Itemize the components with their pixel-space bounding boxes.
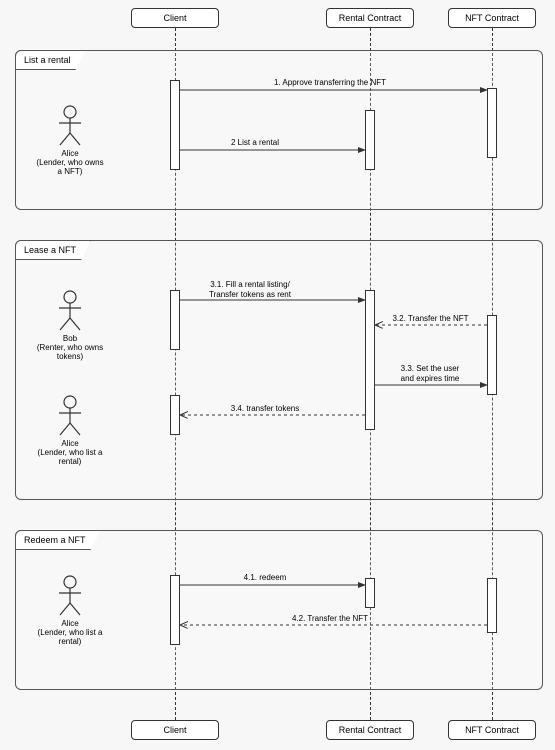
label-m31: 3.1. Fill a rental listing/Transfer toke… bbox=[185, 280, 315, 299]
stick-figure-icon bbox=[55, 290, 85, 332]
stick-figure-icon bbox=[55, 105, 85, 147]
frame-lease-label: Lease a NFT bbox=[15, 240, 91, 260]
activation-nft-1 bbox=[487, 88, 497, 158]
participant-rental-top: Rental Contract bbox=[326, 8, 414, 28]
label-m42: 4.2. Transfer the NFT bbox=[255, 614, 405, 624]
participant-nft-label: NFT Contract bbox=[465, 13, 519, 23]
actor-alice-2-label: Alice (Lender, who list a rental) bbox=[35, 439, 105, 467]
participant-rental-label: Rental Contract bbox=[339, 13, 402, 23]
actor-alice-1: Alice (Lender, who owns a NFT) bbox=[35, 105, 105, 177]
participant-client-label: Client bbox=[163, 13, 186, 23]
label-m34: 3.4. transfer tokens bbox=[205, 404, 325, 414]
actor-alice-2: Alice (Lender, who list a rental) bbox=[35, 395, 105, 467]
activation-client-2a bbox=[170, 290, 180, 350]
label-m32: 3.2. Transfer the NFT bbox=[378, 314, 483, 324]
actor-alice-1-label: Alice (Lender, who owns a NFT) bbox=[35, 149, 105, 177]
label-m1: 1. Approve transferring the NFT bbox=[230, 78, 430, 88]
participant-rental-bottom: Rental Contract bbox=[326, 720, 414, 740]
participant-client-bottom: Client bbox=[131, 720, 219, 740]
participant-client-label-b: Client bbox=[163, 725, 186, 735]
participant-nft-label-b: NFT Contract bbox=[465, 725, 519, 735]
actor-bob: Bob (Renter, who owns tokens) bbox=[35, 290, 105, 362]
participant-rental-label-b: Rental Contract bbox=[339, 725, 402, 735]
activation-rental-1 bbox=[365, 110, 375, 170]
label-m2: 2 List a rental bbox=[195, 138, 315, 148]
stick-figure-icon bbox=[55, 575, 85, 617]
activation-rental-3 bbox=[365, 578, 375, 608]
label-m33: 3.3. Set the userand expires time bbox=[380, 364, 480, 383]
activation-rental-2 bbox=[365, 290, 375, 430]
activation-nft-3 bbox=[487, 578, 497, 633]
activation-nft-2 bbox=[487, 315, 497, 395]
actor-alice-3-label: Alice (Lender, who list a rental) bbox=[35, 619, 105, 647]
activation-client-1 bbox=[170, 80, 180, 170]
frame-redeem-label: Redeem a NFT bbox=[15, 530, 101, 550]
stick-figure-icon bbox=[55, 395, 85, 437]
participant-nft-top: NFT Contract bbox=[448, 8, 536, 28]
actor-alice-3: Alice (Lender, who list a rental) bbox=[35, 575, 105, 647]
activation-client-2b bbox=[170, 395, 180, 435]
label-m41: 4.1. redeem bbox=[215, 573, 315, 583]
participant-nft-bottom: NFT Contract bbox=[448, 720, 536, 740]
sequence-diagram: Client Rental Contract NFT Contract List… bbox=[0, 0, 555, 750]
actor-bob-label: Bob (Renter, who owns tokens) bbox=[35, 334, 105, 362]
frame-list-label: List a rental bbox=[15, 50, 86, 70]
activation-client-3 bbox=[170, 575, 180, 645]
participant-client-top: Client bbox=[131, 8, 219, 28]
